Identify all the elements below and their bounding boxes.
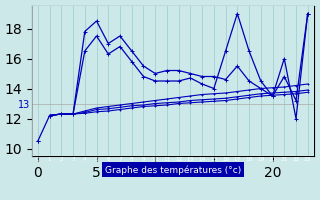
- X-axis label: Graphe des températures (°c): Graphe des températures (°c): [105, 165, 241, 175]
